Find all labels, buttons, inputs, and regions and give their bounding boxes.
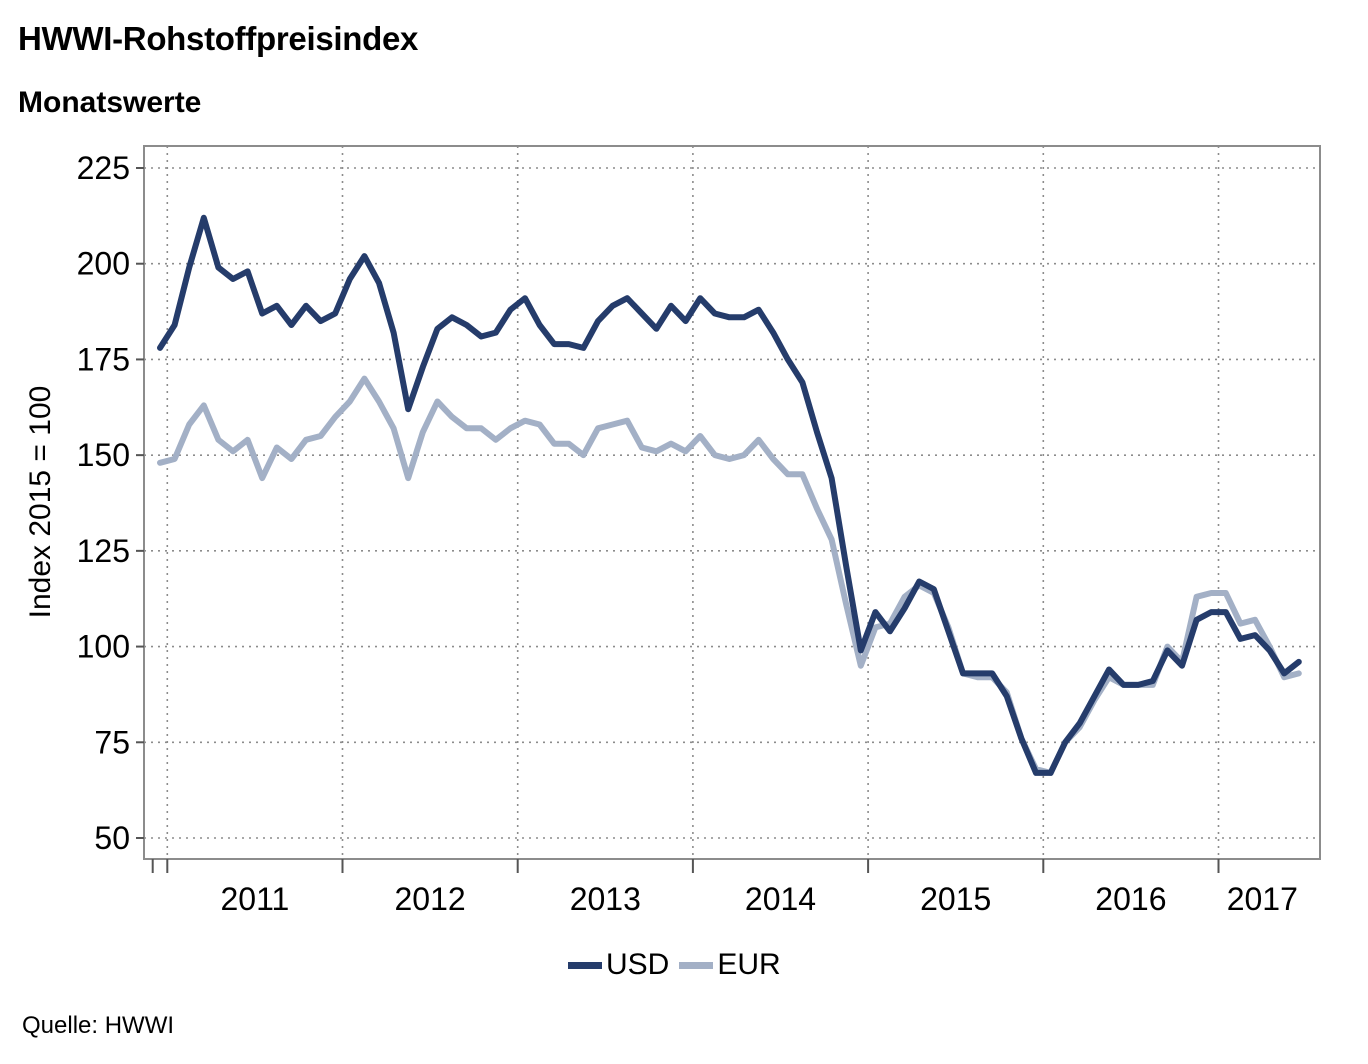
- series: [157, 214, 1302, 776]
- x-tick-label: 2014: [745, 881, 816, 917]
- chart-subtitle: Monatswerte: [18, 86, 202, 119]
- y-tick-label: 150: [77, 437, 130, 473]
- legend-item-usd: USD: [568, 948, 669, 982]
- y-tick-label: 225: [77, 150, 130, 186]
- axes: 50 75 100 125 150 175 200 225 2011 2012 2013 2014 20…: [77, 150, 1298, 917]
- legend: USD EUR: [568, 948, 781, 982]
- y-tick-label: 50: [94, 820, 130, 856]
- grid-lines: [144, 146, 1320, 859]
- legend-label-usd: USD: [606, 948, 670, 981]
- y-tick-label: 125: [77, 533, 130, 569]
- source-note: Quelle: HWWI: [22, 1012, 175, 1039]
- x-tick-label: 2017: [1227, 881, 1298, 917]
- y-tick-label: 200: [77, 246, 130, 282]
- y-axis-label: Index 2015 = 100: [24, 386, 57, 619]
- chart-title: HWWI-Rohstoffpreisindex: [18, 20, 419, 57]
- x-tick-label: 2016: [1095, 881, 1166, 917]
- legend-swatch-eur: [679, 961, 714, 969]
- plot-frame: [143, 145, 1321, 860]
- x-tick-label: 2015: [920, 881, 991, 917]
- x-tick-label: 2012: [395, 881, 466, 917]
- y-tick-label: 100: [77, 629, 130, 665]
- x-tick-label: 2013: [570, 881, 641, 917]
- legend-label-eur: EUR: [717, 948, 781, 981]
- series-line-usd: [157, 214, 1302, 776]
- legend-item-eur: EUR: [679, 948, 781, 982]
- legend-swatch-usd: [568, 961, 602, 969]
- x-tick-label: 2011: [220, 881, 289, 917]
- y-tick-label: 175: [77, 341, 130, 377]
- y-tick-label: 75: [94, 724, 130, 760]
- series-line-eur: [157, 375, 1302, 776]
